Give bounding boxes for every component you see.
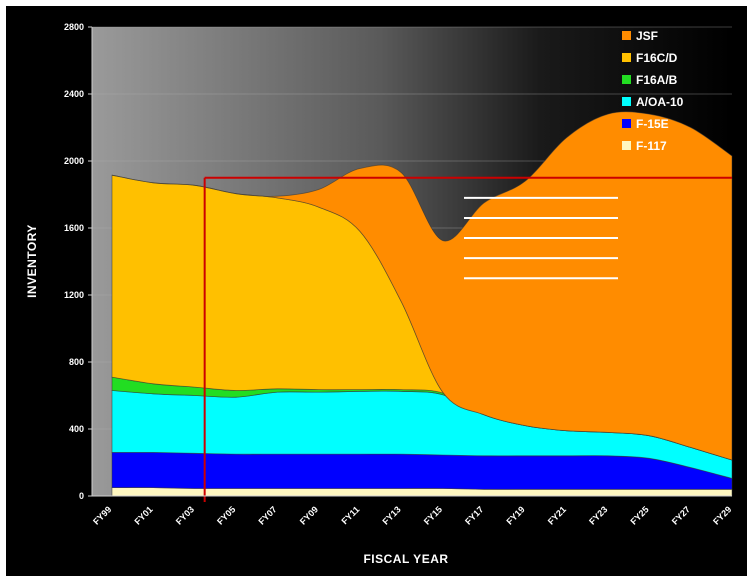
x-tick-label: FY09 xyxy=(298,504,320,526)
legend: JSF F16C/D F16A/B A/OA-10 F-15E F-117 xyxy=(622,29,684,153)
y-tick-label: 800 xyxy=(69,357,84,367)
y-tick-label: 2000 xyxy=(64,156,84,166)
legend-label: JSF xyxy=(636,29,658,43)
x-tick-label: FY17 xyxy=(463,504,485,526)
legend-label: A/OA-10 xyxy=(636,95,684,109)
x-tick-label: FY03 xyxy=(174,504,196,526)
legend-swatch xyxy=(622,31,631,40)
area-jsf xyxy=(111,111,733,461)
y-tick-labels: 0 400 800 1200 1600 2000 2400 2800 xyxy=(64,22,92,501)
y-tick-label: 2400 xyxy=(64,89,84,99)
reference-lines xyxy=(203,176,732,502)
x-tick-label: FY27 xyxy=(670,504,692,526)
x-tick-label: FY01 xyxy=(132,504,154,526)
y-tick-label: 0 xyxy=(79,491,84,501)
legend-label: F16C/D xyxy=(636,51,678,65)
inventory-area-chart: 0 400 800 1200 1600 2000 2400 2800 FY99 FY01 FY03… xyxy=(25,22,733,566)
legend-swatch xyxy=(622,75,631,84)
legend-swatch xyxy=(622,53,631,62)
y-tick-label: 1200 xyxy=(64,290,84,300)
legend-swatch xyxy=(622,141,631,150)
legend-label: F-15E xyxy=(636,117,669,131)
highlight-lines xyxy=(464,196,618,280)
legend-swatch xyxy=(622,97,631,106)
x-tick-label: FY13 xyxy=(380,504,402,526)
y-tick-label: 1600 xyxy=(64,223,84,233)
x-tick-label: FY11 xyxy=(339,504,361,526)
axes xyxy=(91,27,732,497)
x-tick-label: FY25 xyxy=(628,504,650,526)
chart-frame: 0 400 800 1200 1600 2000 2400 2800 FY99 FY01 FY03… xyxy=(6,6,747,576)
x-tick-label: FY07 xyxy=(256,504,278,526)
x-tick-labels: FY99 FY01 FY03 FY05 FY07 FY09 FY11 FY13 FY15 FY17… xyxy=(91,504,733,526)
legend-swatch xyxy=(622,119,631,128)
x-tick-label: FY15 xyxy=(422,504,444,526)
x-tick-label: FY99 xyxy=(91,504,113,526)
x-tick-label: FY21 xyxy=(546,504,568,526)
legend-label: F-117 xyxy=(636,139,667,153)
x-tick-label: FY23 xyxy=(587,504,609,526)
x-tick-label: FY29 xyxy=(711,504,733,526)
y-tick-label: 2800 xyxy=(64,22,84,32)
legend-label: F16A/B xyxy=(636,73,678,87)
x-tick-label: FY05 xyxy=(215,504,237,526)
y-axis-title: INVENTORY xyxy=(25,224,39,298)
x-axis-title: FISCAL YEAR xyxy=(363,552,448,566)
x-tick-label: FY19 xyxy=(504,504,526,526)
y-tick-label: 400 xyxy=(69,424,84,434)
